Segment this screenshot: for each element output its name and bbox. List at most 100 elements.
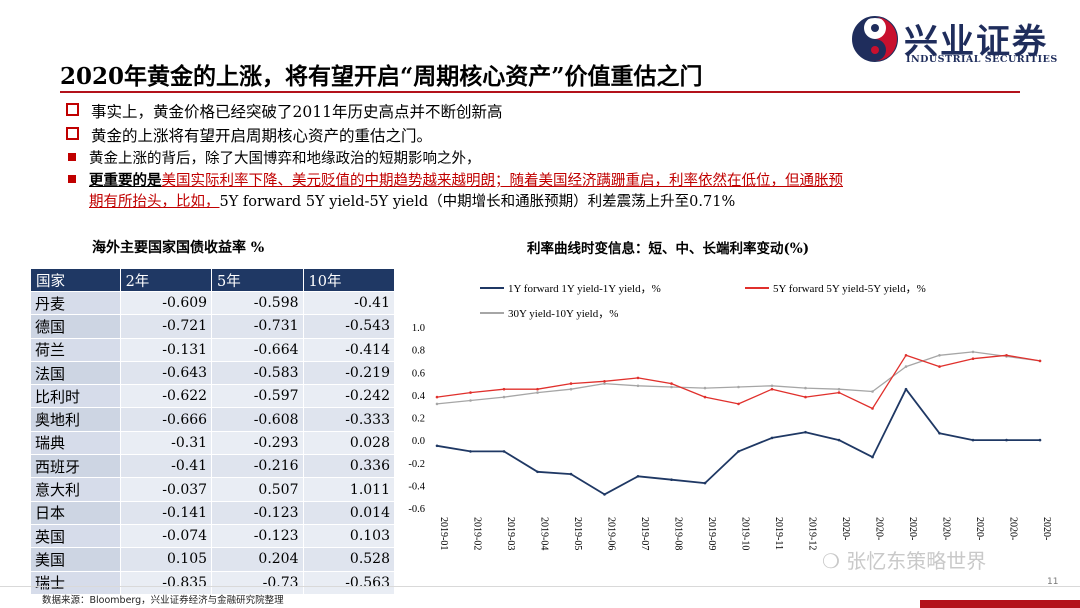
data-point	[469, 391, 472, 394]
table-row: 日本 -0.141 -0.123 0.014	[30, 500, 396, 525]
data-point	[703, 481, 707, 485]
col-header-5y: 5年	[211, 268, 304, 292]
yield-2y-cell: -0.074	[119, 523, 213, 549]
table-row: 英国 -0.074 -0.123 0.103	[30, 523, 396, 549]
yield-10y-cell: 0.014	[302, 500, 396, 525]
box-bullet-icon	[66, 103, 79, 116]
data-point	[636, 475, 640, 478]
series-line	[436, 351, 1041, 405]
x-tick-label: 2019-05	[572, 517, 583, 550]
data-point	[670, 478, 673, 481]
data-point	[871, 390, 874, 393]
data-point	[536, 387, 539, 391]
data-point	[636, 376, 640, 380]
table-row: 美国 0.105 0.204 0.528	[30, 547, 396, 572]
data-point	[804, 395, 807, 399]
x-tick-label: 2019-12	[807, 517, 818, 550]
bullet-4-continued: 期有所抬头，比如，5Y forward 5Y yield-5Y yield（中期…	[89, 190, 735, 211]
data-point	[837, 391, 841, 394]
data-point	[670, 385, 673, 389]
yield-2y-cell: 0.105	[119, 547, 213, 572]
yield-5y-cell: -0.608	[211, 407, 304, 432]
data-point	[569, 472, 573, 476]
table-row: 瑞典 -0.31 -0.293 0.028	[30, 430, 396, 456]
yield-5y-cell: -0.73	[211, 570, 304, 595]
table-header-row: 国家 2年 5年 10年	[30, 268, 396, 292]
footer-divider	[0, 586, 1080, 587]
bullet-1-text: 事实上，黄金价格已经突破了2011年历史高点并不断创新高	[91, 103, 503, 121]
data-point	[737, 385, 740, 389]
yield-5y-cell: -0.597	[211, 384, 304, 409]
data-point	[703, 395, 707, 399]
x-tick-label: 2020-	[907, 517, 918, 540]
x-tick-label: 2019-09	[706, 517, 717, 550]
bullet-4-red-line1: 美国实际利率下降、美元贬值的中期趋势越来越明朗；随着美国经济蹒跚重启，利率依然在…	[161, 173, 844, 189]
table-row: 瑞士 -0.835 -0.73 -0.563	[30, 570, 396, 595]
bullet-3: 黄金上涨的背后，除了大国博弈和地缘政治的短期影响之外，	[66, 147, 481, 168]
yield-10y-cell: -0.543	[302, 314, 396, 339]
table-row: 比利时 -0.622 -0.597 -0.242	[30, 384, 396, 409]
wechat-icon: ❍	[822, 549, 840, 573]
data-point	[737, 402, 740, 406]
data-point	[1038, 438, 1042, 442]
legend-label: 5Y forward 5Y yield-5Y yield，%	[773, 283, 926, 295]
bullet-2: 黄金的上涨将有望开启周期核心资产的重估之门。	[66, 124, 432, 146]
y-tick-label: 0.6	[412, 368, 425, 379]
yield-2y-cell: -0.666	[119, 407, 213, 432]
yield-5y-cell: -0.293	[211, 430, 304, 456]
yield-10y-cell: 1.011	[302, 477, 396, 502]
yield-2y-cell: -0.609	[119, 290, 213, 316]
yield-10y-cell: -0.333	[302, 407, 396, 432]
data-point	[536, 391, 539, 394]
yield-2y-cell: -0.721	[119, 314, 213, 339]
table-title: 海外主要国家国债收益率 %	[92, 240, 265, 256]
footer-accent-bar	[920, 600, 1080, 608]
data-point	[904, 365, 908, 368]
data-point	[938, 354, 941, 357]
x-tick-label: 2020-	[1008, 517, 1019, 540]
bullet-1: 事实上，黄金价格已经突破了2011年历史高点并不断创新高	[66, 100, 502, 122]
watermark-text: 张忆东策略世界	[846, 549, 987, 573]
col-header-10y: 10年	[302, 268, 396, 292]
y-tick-label: 1.0	[412, 323, 425, 334]
data-point	[636, 384, 640, 388]
data-point	[502, 395, 506, 399]
x-tick-label: 2020-	[974, 517, 985, 540]
country-cell: 丹麦	[30, 290, 121, 316]
country-cell: 意大利	[30, 477, 121, 502]
y-tick-label: 0.2	[412, 414, 425, 425]
table-row: 丹麦 -0.609 -0.598 -0.41	[30, 290, 396, 316]
x-tick-label: 2020-	[1041, 517, 1052, 540]
country-cell: 奥地利	[30, 407, 121, 432]
yield-10y-cell: -0.242	[302, 384, 396, 409]
data-point	[938, 432, 941, 435]
bond-yield-table: 国家 2年 5年 10年 丹麦 -0.609 -0.598 -0.41 德国 -0.72…	[30, 268, 396, 595]
watermark: ❍ 张忆东策略世界	[822, 545, 986, 574]
x-tick-label: 2019-08	[673, 517, 684, 550]
yield-2y-cell: -0.141	[119, 500, 213, 525]
logo-name-cn: 兴业证券	[904, 22, 1048, 62]
data-point	[435, 444, 439, 448]
yield-2y-cell: -0.131	[119, 337, 213, 362]
yield-5y-cell: -0.664	[211, 337, 304, 362]
yield-5y-cell: 0.204	[211, 547, 304, 572]
country-cell: 日本	[30, 500, 121, 525]
table-row: 法国 -0.643 -0.583 -0.219	[30, 360, 396, 386]
y-tick-label: 0.4	[412, 391, 426, 402]
yield-5y-cell: -0.598	[211, 290, 304, 316]
data-point	[837, 387, 841, 391]
data-point	[770, 387, 774, 391]
data-point	[569, 382, 573, 385]
company-logo: 兴业证券 INDUSTRIAL SECURITIES	[852, 12, 1072, 68]
yield-10y-cell: -0.41	[302, 290, 396, 316]
page-number: 11	[1047, 577, 1059, 587]
yield-5y-cell: -0.583	[211, 360, 304, 386]
country-cell: 法国	[30, 360, 121, 386]
data-point	[871, 407, 874, 410]
col-header-country: 国家	[30, 268, 121, 292]
yield-10y-cell: 0.528	[302, 547, 396, 572]
data-point	[804, 430, 807, 434]
data-point	[670, 382, 673, 385]
table-row: 奥地利 -0.666 -0.608 -0.333	[30, 407, 396, 432]
yield-5y-cell: -0.216	[211, 454, 304, 479]
